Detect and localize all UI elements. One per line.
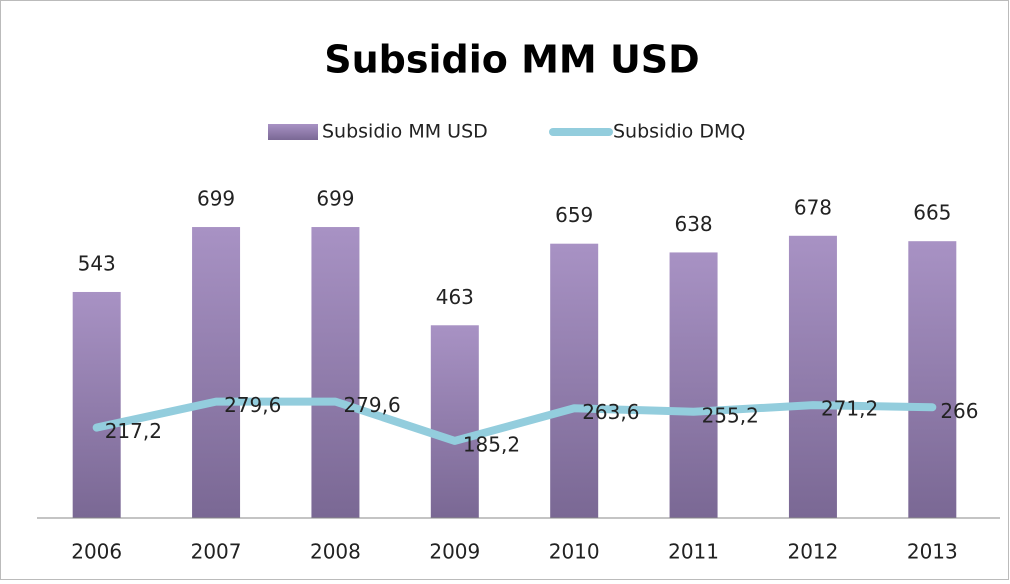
bar	[788, 235, 837, 518]
legend-swatch	[268, 124, 318, 140]
data-label: 638	[674, 212, 712, 236]
line	[92, 397, 937, 445]
x-tick-label: 2007	[191, 540, 242, 564]
data-label: 266	[940, 399, 978, 423]
data-label: 185,2	[463, 432, 520, 456]
bar	[72, 291, 121, 518]
x-tick-label: 2009	[429, 540, 480, 564]
legend-label: Subsidio MM USD	[322, 121, 488, 143]
chart-title: Subsidio MM USD	[324, 38, 699, 82]
bar	[192, 227, 241, 518]
bar	[430, 325, 479, 518]
data-label: 255,2	[702, 403, 759, 427]
bar	[311, 227, 360, 518]
data-label: 659	[555, 203, 593, 227]
data-label: 217,2	[105, 419, 162, 443]
bar	[908, 241, 957, 518]
data-label: 665	[913, 201, 951, 225]
data-label: 263,6	[582, 400, 639, 424]
x-tick-label: 2011	[668, 540, 719, 564]
data-label: 279,6	[343, 393, 400, 417]
data-label: 678	[794, 195, 832, 219]
data-label: 699	[197, 187, 235, 211]
bar	[669, 252, 718, 518]
legend-label: Subsidio DMQ	[613, 121, 745, 143]
data-label: 271,2	[821, 397, 878, 421]
x-tick-label: 2012	[787, 540, 838, 564]
x-tick-label: 2010	[549, 540, 600, 564]
x-tick-label: 2006	[71, 540, 122, 564]
data-label: 699	[316, 187, 354, 211]
x-tick-label: 2008	[310, 540, 361, 564]
bar	[550, 243, 599, 518]
data-label: 543	[78, 251, 116, 275]
data-label: 279,6	[224, 393, 281, 417]
x-tick-label: 2013	[907, 540, 958, 564]
data-label: 463	[436, 285, 474, 309]
